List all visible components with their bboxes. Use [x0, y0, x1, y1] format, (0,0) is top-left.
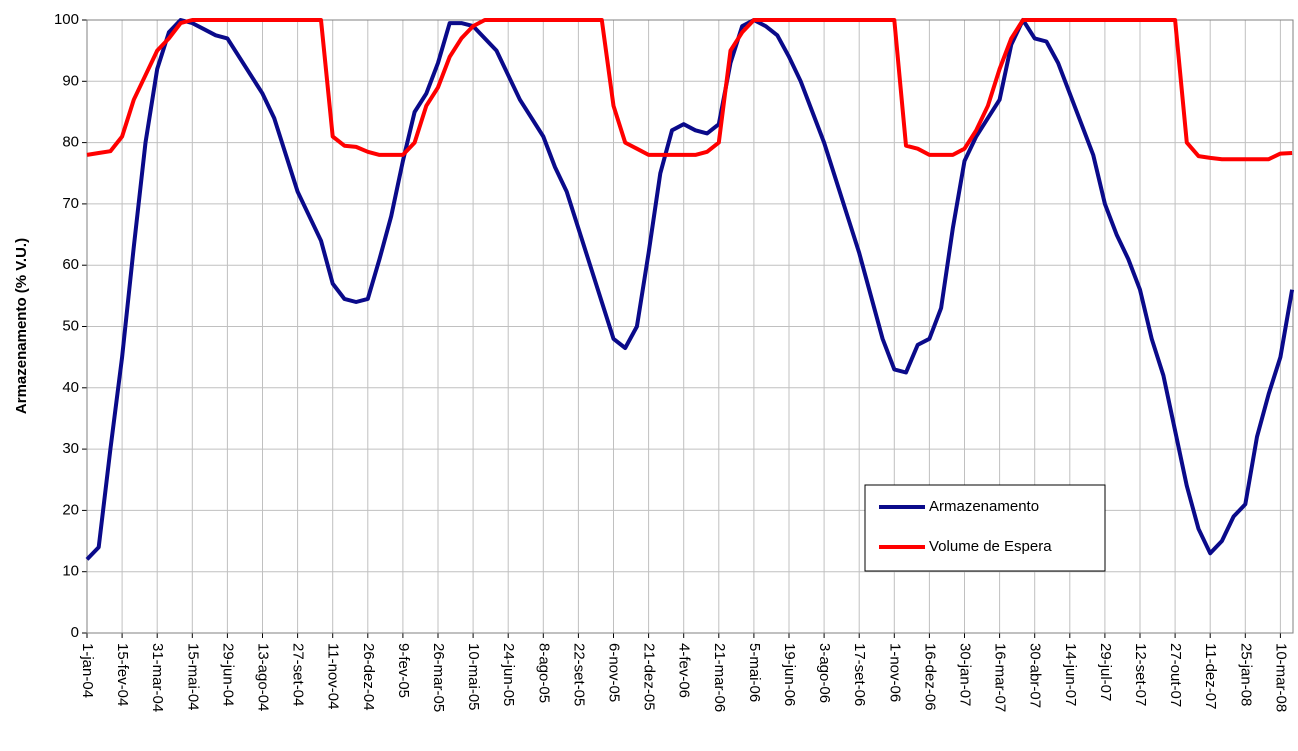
- legend-box: [864, 484, 1106, 572]
- x-tick-label: 13-ago-04: [255, 643, 272, 711]
- x-tick-label: 25-jan-08: [1237, 643, 1254, 706]
- x-tick-label: 9-fev-05: [395, 643, 412, 698]
- x-tick-label: 26-dez-04: [360, 643, 377, 711]
- x-tick-label: 30-abr-07: [1027, 643, 1044, 708]
- series-line: [85, 18, 1295, 561]
- x-tick-label: 10-mai-05: [465, 643, 482, 711]
- x-tick-label: 21-mar-06: [711, 643, 728, 712]
- x-tick-label: 29-jul-07: [1097, 643, 1114, 701]
- x-tick-label: 26-mar-05: [430, 643, 447, 712]
- x-tick-label: 16-mar-07: [992, 643, 1009, 712]
- x-tick-label: 1-jan-04: [79, 643, 96, 698]
- x-tick-label: 4-fev-06: [676, 643, 693, 698]
- y-axis-label: Armazenamento (% V.U.): [13, 238, 30, 414]
- y-tick-label: 100: [54, 11, 79, 28]
- x-tick-label: 19-jun-06: [781, 643, 798, 706]
- x-tick-label: 29-jun-04: [219, 643, 236, 706]
- x-tick-label: 17-set-06: [851, 643, 868, 706]
- x-tick-label: 14-jun-07: [1062, 643, 1079, 706]
- x-tick-label: 15-mai-04: [184, 643, 201, 711]
- y-tick-label: 50: [62, 317, 79, 334]
- x-tick-label: 27-set-04: [290, 643, 307, 706]
- x-tick-label: 22-set-05: [570, 643, 587, 706]
- x-tick-label: 8-ago-05: [535, 643, 552, 703]
- x-tick-label: 24-jun-05: [500, 643, 517, 706]
- legend-label: Volume de Espera: [929, 538, 1052, 555]
- y-tick-label: 80: [62, 134, 79, 151]
- x-tick-label: 30-jan-07: [957, 643, 974, 706]
- y-tick-label: 40: [62, 379, 79, 396]
- plot-border: [86, 19, 1294, 634]
- x-tick-label: 5-mai-06: [746, 643, 763, 702]
- x-tick-label: 11-nov-04: [325, 643, 342, 709]
- x-tick-label: 3-ago-06: [816, 643, 833, 703]
- y-tick-label: 0: [71, 624, 79, 641]
- x-tick-label: 21-dez-05: [641, 643, 658, 711]
- legend-label: Armazenamento: [929, 498, 1039, 515]
- x-tick-label: 1-nov-06: [886, 643, 903, 702]
- x-tick-label: 15-fev-04: [114, 643, 131, 706]
- y-tick-label: 60: [62, 256, 79, 273]
- x-tick-label: 12-set-07: [1132, 643, 1149, 706]
- x-tick-label: 6-nov-05: [606, 643, 623, 702]
- y-tick-label: 90: [62, 72, 79, 89]
- x-tick-label: 10-mar-08: [1272, 643, 1289, 712]
- y-tick-label: 20: [62, 501, 79, 518]
- y-tick-label: 30: [62, 440, 79, 457]
- x-tick-label: 31-mar-04: [149, 643, 166, 712]
- y-tick-label: 70: [62, 195, 79, 212]
- series-line: [86, 18, 1293, 162]
- x-tick-label: 16-dez-06: [921, 643, 938, 711]
- x-tick-label: 27-out-07: [1167, 643, 1184, 707]
- x-tick-label: 11-dez-07: [1202, 643, 1219, 709]
- y-tick-label: 10: [62, 563, 79, 580]
